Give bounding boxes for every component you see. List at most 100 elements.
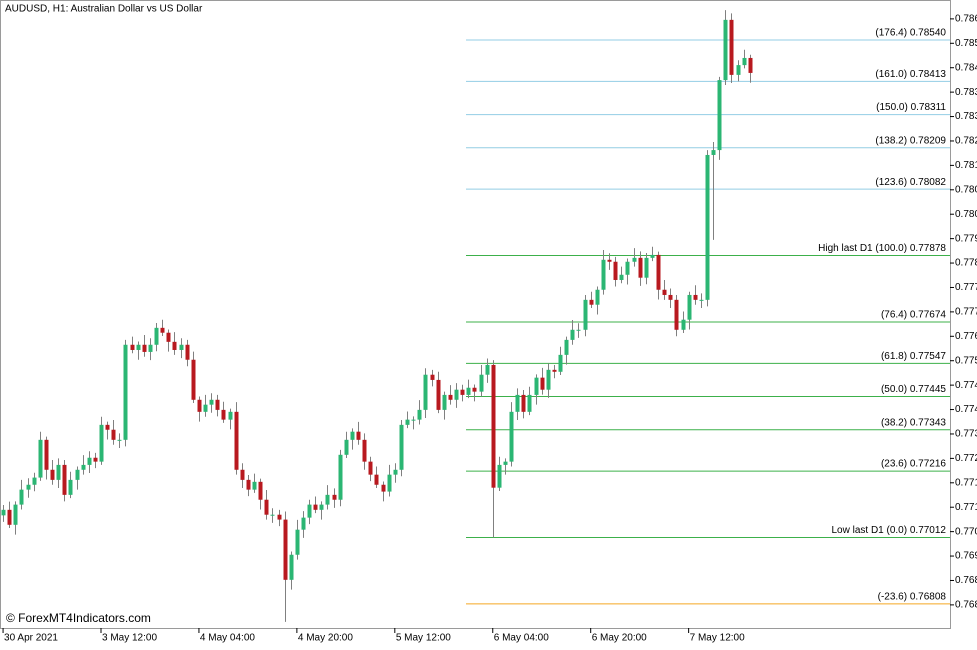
y-tick-label: 0.77930	[955, 233, 977, 244]
candle-body	[142, 344, 147, 352]
candle-body	[693, 294, 698, 300]
candle-body	[699, 299, 704, 301]
candle-body	[356, 431, 361, 440]
candle-body	[472, 387, 477, 392]
candle-body	[1, 509, 6, 516]
candle-body	[179, 344, 184, 350]
candle-body	[350, 431, 355, 440]
candle-body	[644, 257, 649, 278]
candle-body	[270, 514, 275, 516]
candle-body	[607, 259, 612, 262]
y-tick-label: 0.76805	[955, 600, 977, 611]
candle-body	[13, 504, 18, 525]
candle-body	[717, 80, 722, 151]
y-tick-label: 0.77105	[955, 502, 977, 513]
candle-body	[595, 289, 600, 305]
candle-body	[736, 65, 741, 75]
candle-body	[99, 424, 104, 462]
y-tick-label: 0.78080	[955, 184, 977, 195]
candle-body	[228, 411, 233, 420]
candle-body	[436, 379, 441, 410]
candle-body	[19, 489, 24, 505]
candle-body	[44, 439, 49, 470]
candle-body	[466, 387, 471, 395]
candle-body	[252, 481, 257, 490]
candle-body	[448, 394, 453, 400]
y-tick-label: 0.78380	[955, 87, 977, 98]
candle-body	[295, 529, 300, 555]
candle-body	[405, 419, 410, 425]
candle-body	[234, 411, 239, 470]
candle-body	[191, 359, 196, 400]
candle-body	[209, 399, 214, 405]
candle-body	[417, 409, 422, 420]
candle-body	[668, 294, 673, 300]
candle-body	[130, 344, 135, 350]
fib-level-label: Low last D1 (0.0) 0.77012	[831, 525, 946, 536]
fib-level-label: (123.6) 0.78082	[875, 177, 946, 188]
fib-level-label: (50.0) 0.77445	[881, 384, 946, 395]
candle-body	[307, 504, 312, 518]
candle-body	[399, 424, 404, 470]
candle-body	[87, 457, 92, 465]
y-tick-label: 0.77255	[955, 453, 977, 464]
y-tick-label: 0.77705	[955, 307, 977, 318]
candle-body	[527, 394, 532, 412]
candle-body	[625, 261, 630, 275]
candle-body	[411, 419, 416, 421]
candle-body	[325, 494, 330, 505]
y-tick-label: 0.77480	[955, 380, 977, 391]
fib-level-label: (150.0) 0.78311	[876, 102, 946, 113]
candle-body	[93, 457, 98, 462]
candle-body	[172, 341, 177, 350]
candle-body	[393, 469, 398, 475]
candle-body	[283, 519, 288, 580]
candle-body	[515, 394, 520, 412]
fib-level-label: (138.2) 0.78209	[875, 135, 946, 146]
candle-body	[479, 374, 484, 392]
candle-body	[319, 504, 324, 510]
plot-frame	[0, 0, 951, 629]
x-tick-label: 4 May 20:00	[298, 633, 353, 644]
candle-body	[430, 374, 435, 380]
candle-body	[362, 439, 367, 462]
candle-body	[570, 329, 575, 340]
y-tick-label: 0.78455	[955, 62, 977, 73]
candle-body	[552, 369, 557, 372]
candle-body	[332, 494, 337, 500]
candle-body	[154, 327, 159, 345]
candle-body	[503, 461, 508, 465]
candle-body	[632, 257, 637, 262]
candle-body	[344, 439, 349, 455]
candle-body	[521, 394, 526, 412]
candle-body	[123, 344, 128, 440]
candle-body	[81, 464, 86, 470]
candle-body	[203, 404, 208, 412]
fib-level-label: (38.2) 0.77343	[881, 417, 946, 428]
candle-body	[246, 479, 251, 490]
candle-body	[381, 484, 386, 492]
candle-body	[32, 477, 37, 485]
candle-body	[38, 439, 43, 478]
y-tick-label: 0.77555	[955, 355, 977, 366]
candle-body	[687, 294, 692, 320]
candle-body	[711, 150, 716, 155]
x-tick-label: 6 May 04:00	[494, 633, 549, 644]
candle-body	[558, 354, 563, 372]
chart-title: AUDUSD, H1: Australian Dollar vs US Doll…	[5, 4, 203, 15]
candle-body	[105, 424, 110, 430]
candle-body	[423, 374, 428, 410]
candle-body	[148, 344, 153, 352]
candle-body	[62, 464, 67, 495]
candle-body	[111, 429, 116, 440]
x-tick-label: 3 May 12:00	[102, 633, 157, 644]
x-tick-label: 30 Apr 2021	[4, 633, 58, 644]
candle-body	[289, 554, 294, 580]
y-tick-label: 0.77180	[955, 477, 977, 488]
candle-body	[338, 454, 343, 500]
y-tick-label: 0.76955	[955, 551, 977, 562]
candle-body	[546, 369, 551, 390]
candle-body	[650, 254, 655, 258]
candle-body	[313, 504, 318, 510]
